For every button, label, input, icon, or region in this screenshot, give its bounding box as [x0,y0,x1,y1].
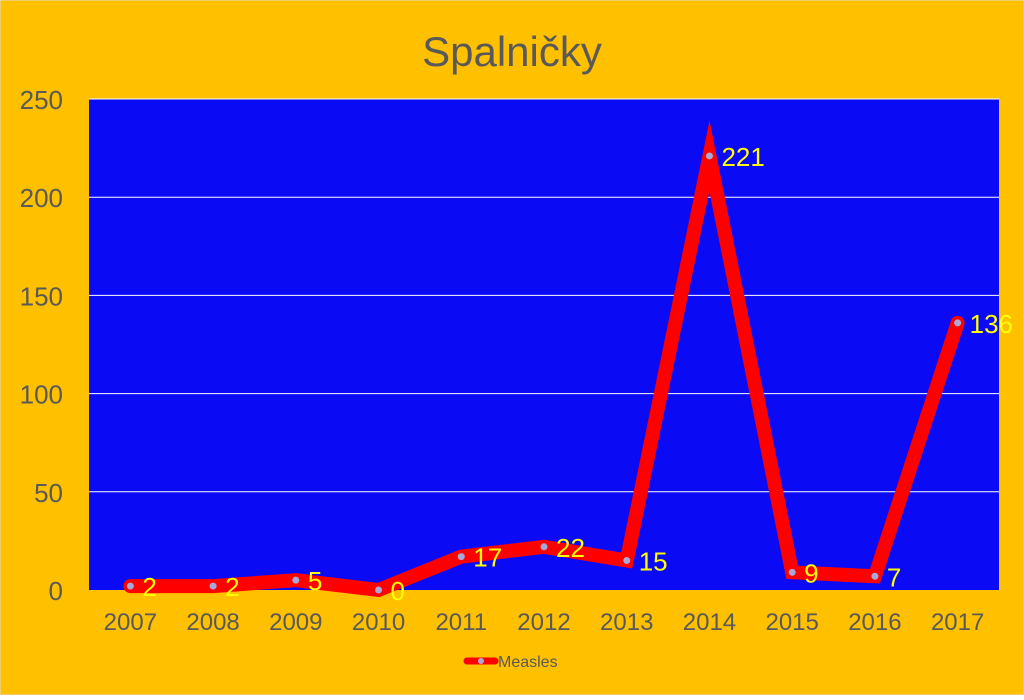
gridlines [89,98,999,493]
y-tick-label: 150 [20,281,63,311]
legend-marker-swatch [478,658,484,664]
data-label: 7 [887,562,901,592]
data-label: 15 [639,547,668,577]
data-label: 5 [308,566,322,596]
series-markers [126,152,962,594]
data-label: 2 [225,572,239,602]
x-tick-label: 2014 [683,609,736,636]
x-tick-label: 2011 [435,609,487,636]
data-point [209,582,217,590]
x-axis-tick-labels: 2007 2008 2009 2010 2011 2012 2013 2014 2015 2016… [104,609,985,636]
chart-title: Spalničky [422,28,602,75]
legend-label: Measles [498,654,558,671]
data-point [623,557,631,565]
data-point [375,586,383,594]
data-point [540,543,548,551]
y-tick-label: 250 [20,85,63,115]
data-label: 22 [556,533,585,563]
x-tick-label: 2007 [104,609,157,636]
data-point [705,152,713,160]
data-label: 0 [391,576,405,606]
x-tick-label: 2015 [765,609,818,636]
data-point [871,572,879,580]
data-label: 221 [721,142,764,172]
plot-area [89,99,999,590]
data-point [788,568,796,576]
y-tick-label: 0 [49,576,63,606]
x-tick-label: 2008 [186,609,239,636]
data-label: 17 [473,543,502,573]
y-tick-label: 50 [34,478,63,508]
data-label: 2 [142,572,156,602]
x-tick-label: 2013 [600,609,653,636]
data-point [292,576,300,584]
x-tick-label: 2009 [269,609,322,636]
data-point [126,582,134,590]
x-tick-label: 2017 [931,609,984,636]
x-tick-label: 2012 [517,609,570,636]
data-label: 136 [970,309,1013,339]
data-point [457,553,465,561]
y-tick-label: 200 [20,183,63,213]
data-point [954,319,962,327]
x-tick-label: 2010 [352,609,405,636]
y-tick-label: 100 [20,380,63,410]
data-label: 9 [804,558,818,588]
y-axis-tick-labels: 0 50 100 150 200 250 [20,85,63,606]
legend: Measles [463,654,558,671]
x-tick-label: 2016 [848,609,901,636]
